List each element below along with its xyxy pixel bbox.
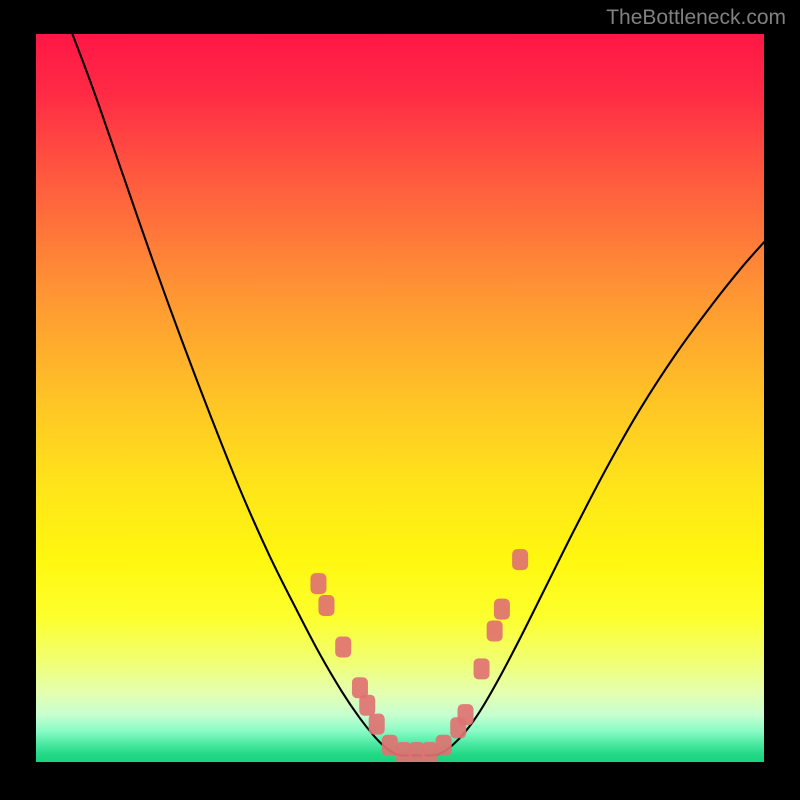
marker-16	[512, 549, 528, 570]
marker-10	[436, 735, 452, 756]
marker-14	[487, 620, 503, 641]
outer-frame: TheBottleneck.com	[0, 0, 800, 800]
marker-2	[335, 636, 351, 657]
chart-svg	[36, 34, 764, 762]
marker-6	[382, 735, 398, 756]
plot-area	[36, 34, 764, 762]
gradient-background	[36, 34, 764, 762]
marker-1	[318, 595, 334, 616]
marker-0	[310, 573, 326, 594]
marker-9	[422, 742, 438, 762]
watermark-text: TheBottleneck.com	[606, 6, 786, 30]
marker-4	[359, 695, 375, 716]
marker-15	[494, 599, 510, 620]
marker-5	[369, 714, 385, 735]
marker-12	[458, 704, 474, 725]
marker-13	[474, 658, 490, 679]
